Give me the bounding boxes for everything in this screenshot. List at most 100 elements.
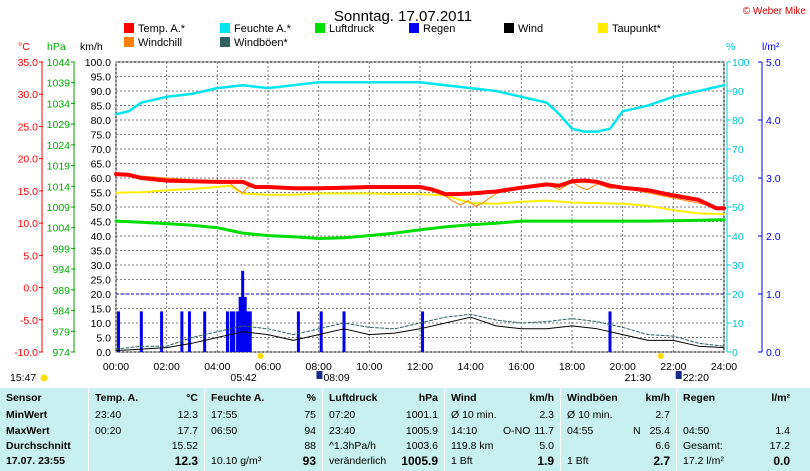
sun-icon <box>40 374 48 382</box>
humidity-tick-label: 80 <box>732 115 744 127</box>
wind-tick-label: 70.0 <box>91 144 112 156</box>
stats-luftdruck-max-time: 23:40 <box>329 425 356 437</box>
stats-wind-max-dir: O-NO <box>503 425 531 437</box>
stats-col-sensor: Sensor MinWert MaxWert Durchschnitt 17.0… <box>0 388 88 471</box>
stats-luftdruck-trend: ^1.3hPa/h <box>329 440 376 452</box>
stats-luftdruck-forecast: veränderlich <box>329 455 387 467</box>
sunrise-label: 05:42 <box>230 372 256 384</box>
rain-tick-label: 3.0 <box>766 173 781 185</box>
stats-windboeen-bft: 1 Bft <box>567 455 589 467</box>
temp-tick-label: 25.0 <box>18 121 39 133</box>
pressure-tick-label: 979 <box>52 326 70 338</box>
legend-swatch-wind <box>504 23 514 33</box>
rain-bar <box>180 311 184 352</box>
stats-regen-current-value: 0.0 <box>773 454 790 468</box>
wind-tick-label: 20.0 <box>91 289 112 301</box>
legend-swatch-feuchte <box>220 23 230 33</box>
temp-tick-label: 35.0 <box>18 57 39 69</box>
pressure-tick-label: 1019 <box>47 161 71 173</box>
stats-col-regen: Regen l/m² 04:50 1.4 Gesamt: 17.2 17.2 l/m²… <box>676 388 796 471</box>
stats-feuchte-avg-value: 88 <box>304 440 316 452</box>
wind-tick-label: 25.0 <box>91 275 112 287</box>
wind-tick-label: 35.0 <box>91 246 112 258</box>
rain-bar <box>187 311 191 352</box>
stats-regen-current-label: 17.2 l/m² <box>683 455 724 467</box>
pressure-tick-label: 1004 <box>47 223 71 235</box>
stats-luftdruck-avg-value: 1003.6 <box>405 440 438 452</box>
stats-temp-header: Temp. A. <box>95 392 139 404</box>
rain-bar <box>236 311 240 352</box>
pressure-tick-label: 999 <box>52 243 70 255</box>
x-tick-label: 18:00 <box>559 361 585 373</box>
rain-tick-label: 2.0 <box>766 231 781 243</box>
pressure-tick-label: 1034 <box>47 98 71 110</box>
moonrise-label: 22:20 <box>683 372 709 384</box>
legend-swatch-temp <box>124 23 134 33</box>
stats-feuchte-min-time: 17:55 <box>211 409 238 421</box>
stats-luftdruck-max-value: 1005.9 <box>405 425 438 437</box>
sunset-label: 21:30 <box>625 372 651 384</box>
legend-label-temp: Temp. A.* <box>138 23 186 35</box>
chart-credit: © Weber Mike <box>743 6 807 17</box>
stats-windboeen-unit: km/h <box>645 392 670 404</box>
wind-tick-label: 60.0 <box>91 173 112 185</box>
stats-wind-current-value: 1.9 <box>537 454 554 468</box>
humidity-tick-label: 50 <box>732 202 744 214</box>
stats-temp-current-value: 12.3 <box>174 454 198 468</box>
temp-tick-label: 0.0 <box>23 283 38 295</box>
wind-tick-label: 75.0 <box>91 130 112 142</box>
stats-temp-max-time: 00:20 <box>95 425 122 437</box>
humidity-tick-label: 90 <box>732 86 744 98</box>
stats-windboeen-avg10-label: Ø 10 min. <box>567 409 613 421</box>
wind-tick-label: 65.0 <box>91 159 112 171</box>
temp-tick-label: 15.0 <box>18 186 39 198</box>
legend-label-taupunkt: Taupunkt* <box>612 23 662 35</box>
stats-temp-min-value: 12.3 <box>177 409 198 421</box>
stats-sensor-max: MaxWert <box>6 425 50 437</box>
stats-luftdruck-min-value: 1001.1 <box>405 409 438 421</box>
stats-windboeen-header: Windböen <box>567 392 618 404</box>
pressure-tick-label: 989 <box>52 285 70 297</box>
stats-feuchte-unit: % <box>306 392 316 404</box>
pressure-tick-label: 1009 <box>47 202 71 214</box>
wind-tick-label: 85.0 <box>91 101 112 113</box>
stats-luftdruck-min-time: 07:20 <box>329 409 356 421</box>
rain-tick-label: 1.0 <box>766 289 781 301</box>
legend-swatch-windboeen <box>220 37 230 47</box>
wind-tick-label: 55.0 <box>91 188 112 200</box>
x-tick-label: 06:00 <box>255 361 281 373</box>
wind-tick-label: 95.0 <box>91 72 112 84</box>
stats-sensor-min: MinWert <box>6 409 48 421</box>
chart-grid <box>115 61 725 353</box>
humidity-tick-label: 30 <box>732 260 744 272</box>
stats-feuchte-min-value: 75 <box>304 409 316 421</box>
temp-tick-label: 10.0 <box>18 218 39 230</box>
humidity-tick-label: 20 <box>732 289 744 301</box>
pressure-tick-label: 974 <box>52 347 70 359</box>
sunset-icon <box>657 353 664 359</box>
rain-bar <box>229 311 233 352</box>
legend-label-luftdruck: Luftdruck <box>329 23 375 35</box>
stats-regen-max-time: 04:50 <box>683 425 710 437</box>
legend-label-feuchte: Feuchte A.* <box>234 23 292 35</box>
wind-tick-label: 30.0 <box>91 260 112 272</box>
stats-sensor-current: 17.07. 23:55 <box>6 455 65 467</box>
chart-marks <box>114 81 726 352</box>
wind-tick-label: 45.0 <box>91 217 112 229</box>
stats-sensor-avg: Durchschnitt <box>6 440 71 452</box>
series-line-wind <box>115 316 725 352</box>
x-tick-label: 08:00 <box>306 361 332 373</box>
wind-tick-label: 10.0 <box>91 318 112 330</box>
stats-windboeen-avg10-value: 2.7 <box>655 409 670 421</box>
rain-bar <box>342 311 346 352</box>
series-line-windboeen <box>115 313 725 350</box>
stats-windboeen-max-time: 04:55 <box>567 425 594 437</box>
legend-label-regen: Regen <box>423 23 455 35</box>
humidity-tick-label: 70 <box>732 144 744 156</box>
rain-bar <box>241 270 245 352</box>
time-label-left: 15:47 <box>10 372 36 384</box>
x-tick-label: 10:00 <box>356 361 382 373</box>
pressure-tick-label: 1044 <box>47 57 71 69</box>
stats-luftdruck-header: Luftdruck <box>329 392 378 404</box>
pressure-tick-label: 1024 <box>47 140 71 152</box>
